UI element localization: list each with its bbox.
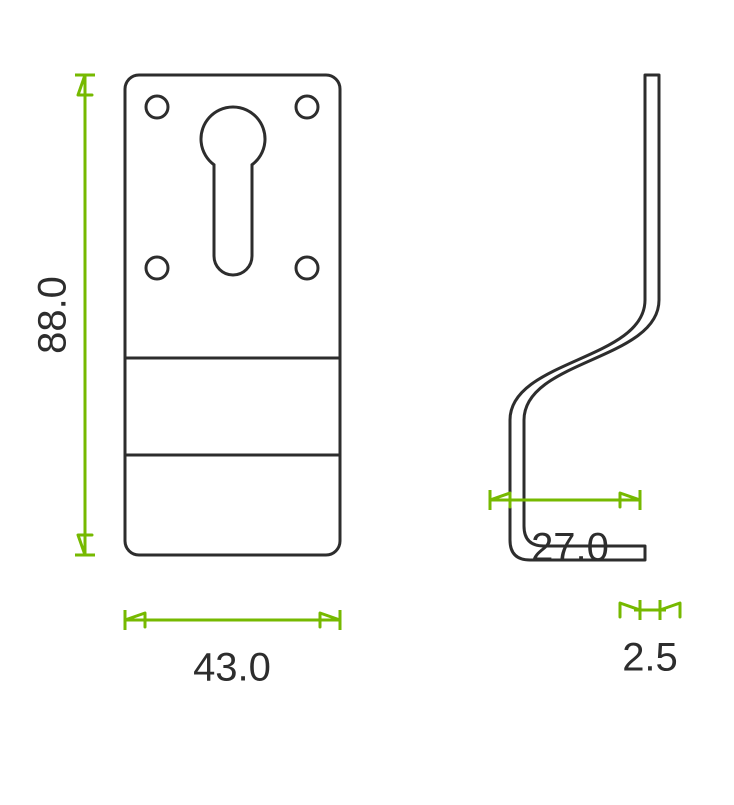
front-view bbox=[125, 75, 340, 555]
side-view bbox=[510, 75, 659, 560]
dim-label-depth: 27.0 bbox=[531, 526, 609, 570]
dim-arrow bbox=[620, 603, 640, 617]
dim-arrow bbox=[660, 603, 680, 617]
dimension-labels: 88.0 43.0 27.0 2.5 bbox=[31, 276, 678, 689]
dim-label-width: 43.0 bbox=[193, 646, 271, 690]
dim-label-thick: 2.5 bbox=[622, 636, 678, 680]
screw-hole bbox=[146, 96, 168, 118]
plate-outline bbox=[125, 75, 340, 555]
dimension-drawing: 88.0 43.0 27.0 2.5 bbox=[0, 0, 734, 800]
side-profile-inner bbox=[524, 75, 659, 546]
side-profile-outer bbox=[510, 75, 645, 560]
keyhole-icon bbox=[201, 107, 265, 275]
screw-hole bbox=[296, 257, 318, 279]
dim-label-height: 88.0 bbox=[31, 276, 75, 354]
screw-hole bbox=[296, 96, 318, 118]
screw-hole bbox=[146, 257, 168, 279]
